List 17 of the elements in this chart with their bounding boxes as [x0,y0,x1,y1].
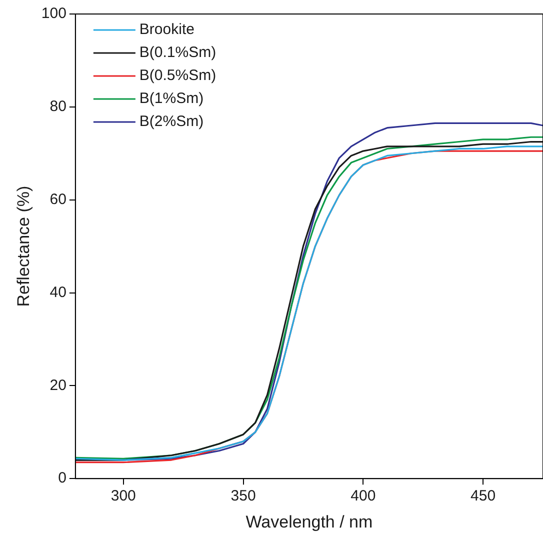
y-tick-label: 20 [50,376,66,394]
legend-label: B(2%Sm) [139,113,204,130]
legend-label: B(0.5%Sm) [139,67,216,84]
legend-label: Brookite [139,21,194,38]
x-axis-title: Wavelength / nm [246,512,373,532]
y-tick-label: 0 [58,470,66,487]
x-tick-label: 400 [350,488,376,505]
x-tick-label: 300 [110,488,136,505]
y-tick-label: 100 [41,5,66,22]
y-tick-label: 40 [50,284,66,301]
legend-label: B(0.1%Sm) [139,44,216,62]
y-tick-label: 80 [50,98,66,116]
x-tick-label: 450 [470,488,496,505]
x-tick-label: 350 [230,488,256,505]
y-axis-title: Reflectance (%) [14,186,33,307]
legend-label: B(1%Sm) [139,90,204,108]
y-tick-label: 60 [50,190,66,208]
